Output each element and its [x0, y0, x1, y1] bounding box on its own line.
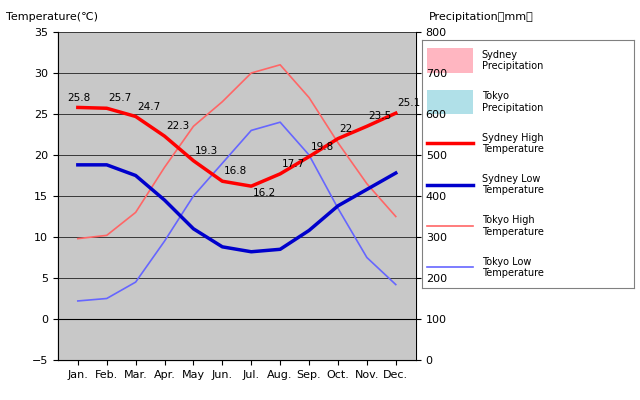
Bar	[299, 348, 309, 360]
Bar	[396, 356, 406, 360]
Text: 25.1: 25.1	[397, 98, 420, 108]
Bar	[193, 344, 204, 360]
Text: Tokyo High
Temperature: Tokyo High Temperature	[481, 215, 543, 237]
Bar	[309, 327, 319, 360]
Text: 22: 22	[339, 124, 353, 134]
Text: Sydney Low
Temperature: Sydney Low Temperature	[481, 174, 543, 196]
Bar	[125, 348, 136, 360]
FancyBboxPatch shape	[427, 48, 473, 73]
Bar	[78, 356, 88, 360]
Bar	[252, 323, 261, 360]
Bar	[107, 354, 117, 360]
Text: 25.8: 25.8	[68, 92, 91, 102]
Text: 19.8: 19.8	[310, 142, 333, 152]
Bar	[338, 307, 348, 360]
Bar	[270, 348, 280, 360]
Bar	[280, 323, 291, 360]
Bar	[164, 348, 175, 360]
Text: 25.7: 25.7	[108, 93, 131, 103]
Bar	[328, 348, 338, 360]
Bar	[386, 350, 396, 360]
Text: Sydney High
Temperature: Sydney High Temperature	[481, 132, 543, 154]
Text: 19.3: 19.3	[195, 146, 218, 156]
Text: Precipitation（mm）: Precipitation（mm）	[429, 12, 534, 22]
Bar	[136, 346, 146, 360]
Bar	[356, 348, 367, 360]
Text: Tokyo
Precipitation: Tokyo Precipitation	[481, 91, 543, 113]
Bar	[97, 352, 107, 360]
Bar	[154, 348, 164, 360]
Bar	[241, 348, 252, 360]
Bar	[222, 344, 232, 360]
Bar	[367, 325, 377, 360]
Text: Sydney
Precipitation: Sydney Precipitation	[481, 50, 543, 72]
Text: 23.5: 23.5	[368, 111, 392, 121]
Text: 17.7: 17.7	[282, 159, 305, 169]
Bar	[68, 352, 78, 360]
Text: Temperature(℃): Temperature(℃)	[6, 12, 99, 22]
Bar	[183, 348, 193, 360]
FancyBboxPatch shape	[427, 90, 473, 114]
Text: Tokyo Low
Temperature: Tokyo Low Temperature	[481, 256, 543, 278]
Text: 24.7: 24.7	[137, 102, 161, 112]
Text: 16.2: 16.2	[253, 188, 276, 198]
Bar	[212, 348, 222, 360]
Text: 16.8: 16.8	[224, 166, 247, 176]
Text: 22.3: 22.3	[166, 121, 189, 131]
